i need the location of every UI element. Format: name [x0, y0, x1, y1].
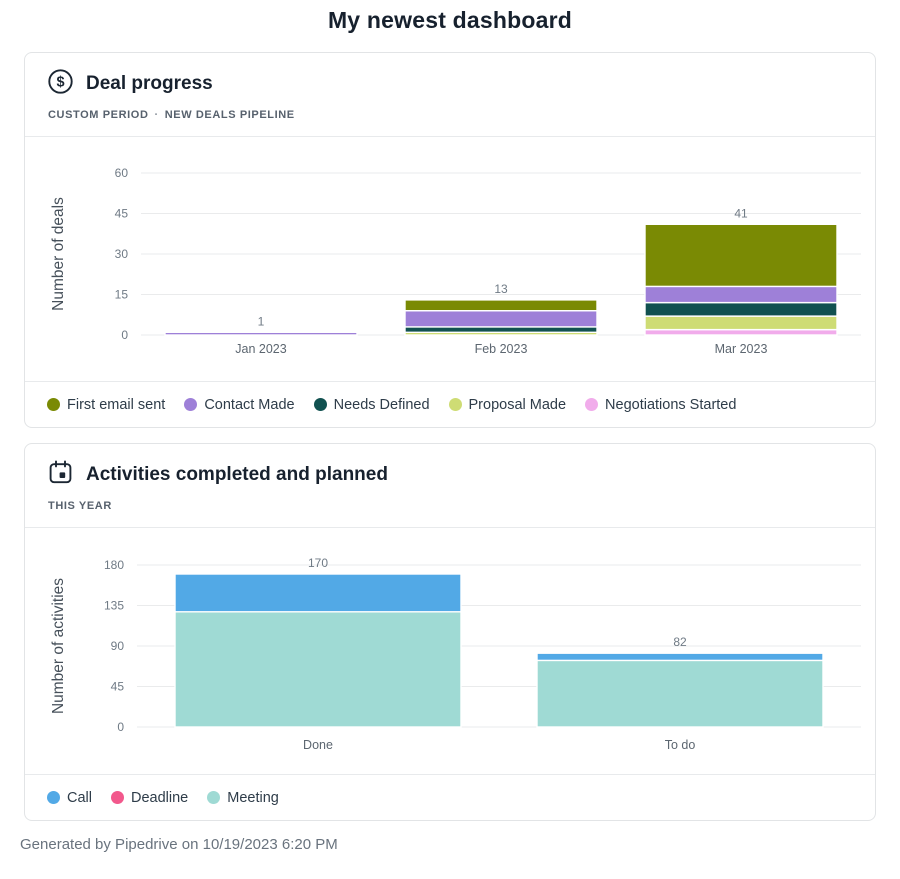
pipeline-label: NEW DEALS PIPELINE [164, 109, 295, 121]
legend-swatch-icon [313, 398, 327, 411]
period-label: THIS YEAR [48, 500, 112, 512]
legend-item[interactable]: Proposal Made [448, 396, 567, 413]
page-title: My newest dashboard [327, 7, 573, 33]
subtitle-separator: · [154, 109, 159, 121]
legend-label: Contact Made [204, 396, 295, 413]
legend-swatch-icon [47, 398, 60, 411]
bar-total-label: 41 [734, 206, 748, 220]
bar-total-label: 82 [673, 635, 687, 649]
legend-swatch-icon [448, 398, 462, 411]
y-tick-label: 15 [115, 288, 129, 302]
y-tick-label: 0 [121, 328, 128, 342]
bar-segment[interactable] [174, 611, 462, 728]
legend-label: Deadline [130, 789, 189, 806]
bar-segment[interactable] [644, 223, 838, 288]
period-label: CUSTOM PERIOD [48, 109, 149, 121]
calendar-icon [47, 459, 74, 491]
legend-label: Meeting [227, 789, 279, 806]
card-subtitle: CUSTOM PERIOD · NEW DEALS PIPELINE [48, 109, 853, 136]
legend-item[interactable]: Deadline [110, 789, 189, 806]
legend-item[interactable]: Call [47, 790, 92, 806]
generated-footer: Generated by Pipedrive on 10/19/2023 6:2… [20, 836, 338, 853]
y-tick-label: 180 [104, 558, 124, 572]
card-title: Deal progress [86, 73, 213, 94]
legend-swatch-icon [47, 791, 60, 804]
bar-total-label: 170 [308, 556, 328, 570]
bar-segment[interactable] [644, 285, 838, 304]
bar-segment[interactable] [536, 652, 824, 662]
legend-item[interactable]: Negotiations Started [585, 397, 736, 413]
legend-label: Negotiations Started [605, 396, 737, 413]
bar-segment[interactable] [644, 301, 838, 317]
deal-progress-legend: First email sent Contact Made Needs Define… [25, 382, 875, 427]
bar-total-label: 1 [258, 314, 265, 328]
y-axis-title: Number of activities [50, 578, 67, 714]
x-category-label: Feb 2023 [475, 342, 528, 356]
bar-segment[interactable] [536, 659, 824, 728]
x-category-label: Mar 2023 [715, 342, 768, 356]
legend-label: First email sent [67, 396, 166, 413]
dollar-icon: $ [47, 68, 74, 100]
legend-swatch-icon [585, 398, 599, 411]
bar-segment[interactable] [644, 328, 838, 336]
y-tick-label: 45 [115, 207, 129, 221]
legend-swatch-icon [207, 791, 221, 804]
deal-progress-card: $ Deal progress CUSTOM PERIOD · NEW DEALS … [24, 52, 876, 428]
activities-card: Activities completed and planned THIS YE… [24, 443, 876, 821]
y-tick-label: 90 [111, 639, 125, 653]
card-header: $ Deal progress CUSTOM PERIOD · NEW DEALS … [25, 53, 875, 136]
y-tick-label: 60 [115, 166, 129, 180]
legend-label: Proposal Made [468, 396, 567, 413]
legend-item[interactable]: First email sent [47, 397, 165, 413]
card-subtitle: THIS YEAR [48, 500, 853, 527]
y-tick-label: 45 [111, 680, 125, 694]
bar-segment[interactable] [404, 309, 598, 328]
bar-segment[interactable] [174, 573, 462, 613]
legend-swatch-icon [110, 791, 124, 804]
x-category-label: To do [665, 738, 696, 752]
x-category-label: Jan 2023 [235, 342, 286, 356]
legend-label: Call [67, 789, 92, 806]
legend-item[interactable]: Contact Made [184, 396, 295, 413]
card-title: Activities completed and planned [86, 464, 388, 485]
bar-total-label: 13 [494, 282, 508, 296]
legend-swatch-icon [184, 398, 198, 411]
y-tick-label: 135 [104, 599, 124, 613]
y-tick-label: 0 [117, 720, 124, 734]
bar-segment[interactable] [644, 315, 838, 331]
y-tick-label: 30 [115, 247, 129, 261]
x-category-label: Done [303, 738, 333, 752]
card-header: Activities completed and planned THIS YE… [25, 444, 875, 527]
activities-legend: Call Deadline Meeting [25, 775, 875, 820]
legend-item[interactable]: Meeting [207, 790, 279, 806]
bar-segment[interactable] [164, 331, 358, 336]
deal-progress-chart: 0 15 30 45 60 Number of deals 1 Jan 2023 13 Feb 2… [25, 136, 875, 382]
svg-text:$: $ [56, 75, 64, 91]
legend-item[interactable]: Needs Defined [313, 396, 430, 413]
bar-segment[interactable] [404, 326, 598, 333]
y-axis-title: Number of deals [50, 197, 67, 311]
bar-segment[interactable] [404, 299, 598, 312]
activities-chart: 0 45 90 135 180 Number of activities 170 Done 82… [25, 527, 875, 775]
legend-label: Needs Defined [333, 396, 430, 413]
